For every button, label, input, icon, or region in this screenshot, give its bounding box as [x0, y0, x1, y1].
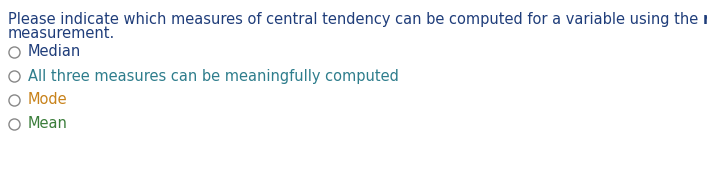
Text: Mode: Mode: [28, 93, 68, 108]
Text: measurement.: measurement.: [8, 26, 115, 41]
Text: Mean: Mean: [28, 116, 68, 132]
Text: Median: Median: [28, 44, 81, 59]
Text: All three measures can be meaningfully computed: All three measures can be meaningfully c…: [28, 69, 399, 83]
Text: ratio: ratio: [703, 12, 707, 27]
Text: Please indicate which measures of central tendency can be computed for a variabl: Please indicate which measures of centra…: [8, 12, 703, 27]
